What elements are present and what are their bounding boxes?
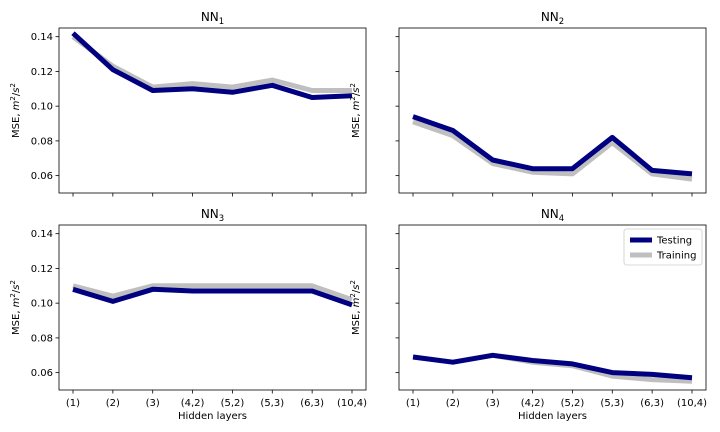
y-axis-label: MSE, m2/s2 — [349, 280, 362, 335]
x-tick-label: (5,3) — [260, 398, 284, 409]
x-tick-label: (1) — [406, 398, 420, 409]
y-tick-label: 0.10 — [31, 102, 53, 113]
x-tick-label: (5,2) — [221, 398, 245, 409]
y-tick-label: 0.12 — [31, 67, 53, 78]
series-line-training — [412, 119, 693, 182]
panel-title: NN1 — [201, 10, 224, 27]
x-tick-label: (5,2) — [561, 398, 585, 409]
legend-label-testing: Testing — [656, 236, 692, 247]
y-tick-label: 0.08 — [31, 333, 53, 344]
panel-4: (1) (2) (3) (4,2) (5,2) (5,3) (6,3) (10,4) NN4 MS… — [349, 207, 707, 422]
legend-label-training: Training — [656, 251, 696, 262]
y-axis-label: MSE, m2/s2 — [9, 280, 22, 335]
x-tick-label: (3) — [486, 398, 500, 409]
panel-1: 0.06 0.08 0.10 0.12 0.14 NN1 MSE, m2/s2 — [9, 10, 367, 197]
series-line-testing — [72, 286, 353, 308]
series-line-training — [412, 352, 693, 384]
x-tick-label: (3) — [146, 398, 160, 409]
series-line-training — [71, 34, 352, 93]
plot-frame — [398, 27, 707, 194]
x-tick-label: (4,2) — [181, 398, 205, 409]
series-line-testing — [71, 31, 353, 100]
plot-frame — [58, 224, 367, 391]
x-tick-label: (2) — [446, 398, 460, 409]
y-tick-label: 0.12 — [31, 264, 53, 275]
x-tick-label: (2) — [106, 398, 120, 409]
series-line-testing — [412, 114, 693, 177]
legend: Testing Training — [623, 228, 703, 266]
x-tick-label: (10,4) — [677, 398, 707, 409]
x-tick-label: (6,3) — [640, 398, 664, 409]
panel-3: 0.06 0.08 0.10 0.12 0.14 (1) (2) (3) (4,2) (5,2) (… — [9, 207, 367, 422]
plot-frame — [58, 27, 367, 194]
panel-2: NN2 MSE, m2/s2 — [349, 10, 707, 197]
y-axis-label: MSE, m2/s2 — [349, 83, 362, 138]
y-tick-label: 0.08 — [31, 136, 53, 147]
panel-title: NN4 — [541, 207, 564, 224]
series-line-training — [72, 283, 353, 303]
x-axis-label: Hidden layers — [518, 411, 587, 422]
y-tick-label: 0.14 — [31, 229, 53, 240]
x-axis-label: Hidden layers — [178, 411, 247, 422]
x-tick-label: (5,3) — [600, 398, 624, 409]
x-tick-label: (10,4) — [337, 398, 367, 409]
y-tick-label: 0.14 — [31, 32, 53, 43]
x-tick-label: (6,3) — [300, 398, 324, 409]
y-axis-label: MSE, m2/s2 — [9, 83, 22, 138]
series-line-testing — [412, 352, 693, 381]
x-tick-label: (1) — [66, 398, 80, 409]
y-tick-label: 0.06 — [31, 368, 53, 379]
x-tick-label: (4,2) — [521, 398, 545, 409]
y-tick-label: 0.06 — [31, 171, 53, 182]
panel-title: NN2 — [541, 10, 564, 27]
panel-title: NN3 — [201, 207, 224, 224]
y-tick-label: 0.10 — [31, 299, 53, 310]
plot-frame — [398, 224, 707, 391]
